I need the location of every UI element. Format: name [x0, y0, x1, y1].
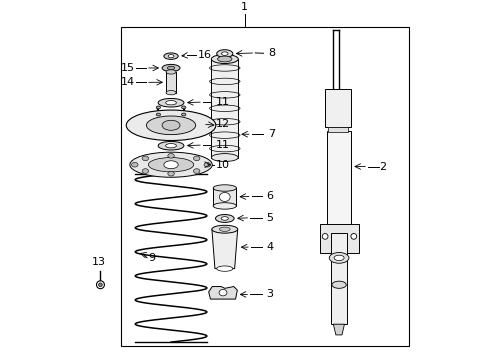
- Ellipse shape: [213, 203, 236, 209]
- Ellipse shape: [148, 158, 193, 172]
- Bar: [319, 224, 358, 252]
- Ellipse shape: [331, 281, 346, 288]
- Text: 3: 3: [265, 289, 272, 300]
- Ellipse shape: [217, 56, 231, 62]
- Ellipse shape: [216, 266, 232, 271]
- Text: 10: 10: [215, 160, 229, 170]
- Ellipse shape: [322, 234, 327, 239]
- Text: 6: 6: [265, 191, 272, 201]
- Ellipse shape: [333, 255, 344, 261]
- Text: 9: 9: [147, 253, 155, 263]
- Ellipse shape: [156, 113, 160, 116]
- Ellipse shape: [203, 162, 210, 167]
- Text: 8: 8: [267, 48, 274, 58]
- Ellipse shape: [142, 169, 148, 174]
- Ellipse shape: [96, 281, 104, 289]
- Bar: [327, 127, 347, 132]
- Ellipse shape: [216, 50, 232, 58]
- Bar: [325, 90, 350, 127]
- Ellipse shape: [166, 70, 176, 74]
- Ellipse shape: [158, 98, 183, 107]
- Ellipse shape: [211, 225, 237, 233]
- Ellipse shape: [156, 106, 160, 109]
- Ellipse shape: [350, 234, 356, 239]
- Ellipse shape: [165, 144, 176, 148]
- Polygon shape: [208, 287, 237, 299]
- Ellipse shape: [193, 169, 200, 174]
- Bar: [213, 188, 236, 206]
- Text: 11: 11: [215, 97, 229, 107]
- Text: 15: 15: [121, 63, 135, 73]
- Ellipse shape: [328, 252, 348, 263]
- Text: 2: 2: [378, 162, 385, 171]
- Polygon shape: [211, 229, 237, 269]
- Ellipse shape: [213, 185, 236, 191]
- Text: 7: 7: [267, 129, 274, 139]
- Ellipse shape: [163, 161, 178, 168]
- Ellipse shape: [193, 156, 200, 161]
- Ellipse shape: [215, 215, 234, 222]
- Ellipse shape: [162, 120, 180, 130]
- Ellipse shape: [131, 162, 138, 167]
- Ellipse shape: [167, 153, 174, 158]
- Bar: [326, 131, 350, 235]
- Ellipse shape: [142, 156, 148, 161]
- Text: 4: 4: [265, 242, 273, 252]
- Ellipse shape: [126, 110, 215, 140]
- Ellipse shape: [221, 52, 227, 55]
- Ellipse shape: [165, 100, 176, 105]
- Text: 12: 12: [215, 119, 229, 129]
- Ellipse shape: [181, 113, 185, 116]
- Ellipse shape: [167, 66, 174, 70]
- Ellipse shape: [221, 217, 228, 220]
- Ellipse shape: [211, 54, 238, 63]
- Bar: [330, 233, 346, 324]
- Ellipse shape: [219, 193, 230, 202]
- Ellipse shape: [130, 152, 212, 177]
- Ellipse shape: [99, 283, 102, 287]
- Ellipse shape: [219, 289, 226, 296]
- Ellipse shape: [158, 141, 183, 150]
- Text: 16: 16: [198, 50, 211, 60]
- Text: 5: 5: [265, 213, 272, 223]
- Ellipse shape: [181, 106, 185, 109]
- Text: 1: 1: [241, 3, 247, 13]
- Text: 14: 14: [121, 77, 135, 87]
- Ellipse shape: [219, 227, 230, 231]
- Ellipse shape: [211, 154, 238, 162]
- Polygon shape: [333, 324, 344, 335]
- Text: 13: 13: [91, 257, 105, 267]
- Ellipse shape: [146, 116, 195, 135]
- Ellipse shape: [168, 54, 174, 58]
- Text: 11: 11: [215, 140, 229, 150]
- Ellipse shape: [163, 53, 178, 59]
- Ellipse shape: [166, 91, 176, 95]
- Ellipse shape: [162, 64, 180, 72]
- Bar: [121, 27, 408, 346]
- Ellipse shape: [167, 171, 174, 176]
- Bar: [166, 72, 176, 93]
- Bar: [211, 59, 238, 158]
